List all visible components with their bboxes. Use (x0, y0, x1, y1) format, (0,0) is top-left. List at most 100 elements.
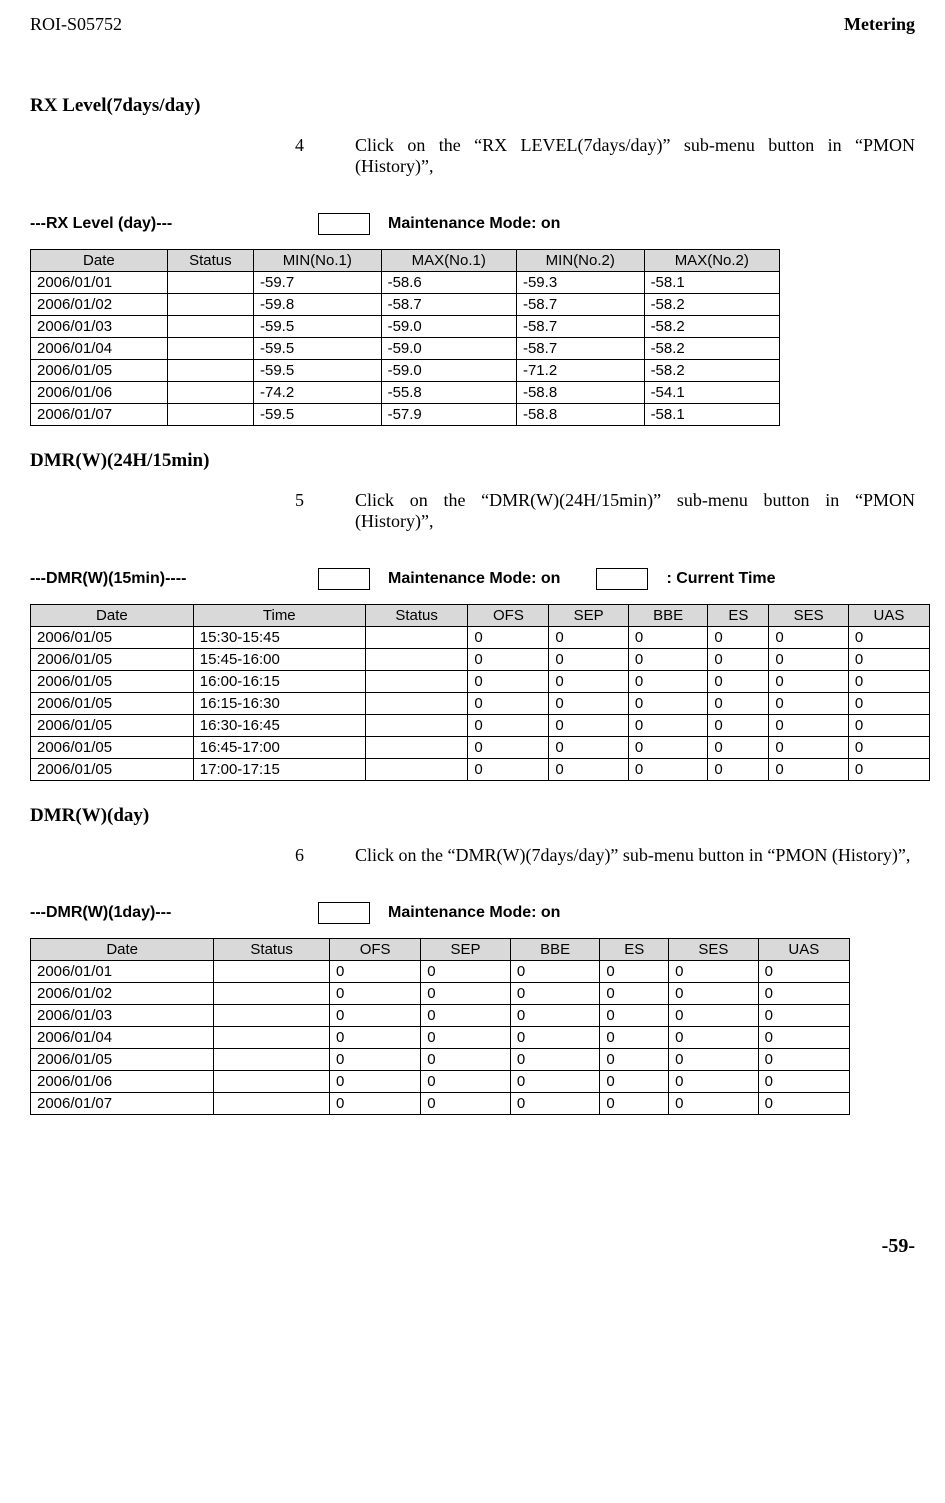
table-header: Status (167, 250, 253, 272)
table-cell: 0 (628, 737, 707, 759)
dmrday-title: DMR(W)(day) (30, 805, 915, 827)
table-cell: 0 (421, 1071, 511, 1093)
table-cell: 0 (468, 671, 549, 693)
table-cell: 0 (708, 715, 769, 737)
table-cell: -59.8 (253, 294, 381, 316)
table-cell: 0 (848, 737, 929, 759)
table-cell (365, 693, 468, 715)
table-cell: 0 (549, 693, 628, 715)
table-cell: 0 (510, 983, 600, 1005)
table-cell: 2006/01/03 (31, 1005, 214, 1027)
table-cell (167, 316, 253, 338)
table-cell: 2006/01/04 (31, 338, 168, 360)
table-cell: -58.7 (516, 294, 644, 316)
table-header: SES (769, 605, 848, 627)
dmrday-table: DateStatusOFSSEPBBEESSESUAS 2006/01/0100… (30, 938, 850, 1115)
table-header: SES (669, 939, 759, 961)
table-row: 2006/01/03-59.5-59.0-58.7-58.2 (31, 316, 780, 338)
table-cell: -58.2 (644, 294, 779, 316)
step-number: 5 (295, 490, 355, 532)
table-header: OFS (468, 605, 549, 627)
table-cell: 0 (549, 627, 628, 649)
table-header: SEP (421, 939, 511, 961)
table-cell (167, 360, 253, 382)
table-cell: 2006/01/01 (31, 272, 168, 294)
table-cell: 17:00-17:15 (193, 759, 365, 781)
table-row: 2006/01/0516:30-16:45000000 (31, 715, 930, 737)
table-cell: 0 (549, 715, 628, 737)
table-header: ES (708, 605, 769, 627)
table-cell: 0 (758, 983, 849, 1005)
table-cell: -59.5 (253, 404, 381, 426)
table-cell: 2006/01/02 (31, 294, 168, 316)
table-cell: 2006/01/02 (31, 983, 214, 1005)
table-cell: 0 (848, 627, 929, 649)
table-cell: 0 (510, 1049, 600, 1071)
dmr15-table: DateTimeStatusOFSSEPBBEESSESUAS 2006/01/… (30, 604, 930, 781)
rx-table: DateStatusMIN(No.1)MAX(No.1)MIN(No.2)MAX… (30, 249, 780, 426)
table-cell: 0 (468, 627, 549, 649)
table-header: OFS (329, 939, 420, 961)
table-cell: 0 (628, 627, 707, 649)
table-cell: 0 (628, 671, 707, 693)
table-cell: 2006/01/07 (31, 404, 168, 426)
table-cell: 0 (600, 1049, 669, 1071)
table-cell (365, 759, 468, 781)
table-cell: -58.7 (516, 338, 644, 360)
mode-box-icon (318, 213, 370, 235)
table-header: Date (31, 939, 214, 961)
table-cell (365, 627, 468, 649)
table-row: 2006/01/0516:15-16:30000000 (31, 693, 930, 715)
rx-title: RX Level(7days/day) (30, 95, 915, 117)
table-cell: 2006/01/06 (31, 1071, 214, 1093)
table-cell: 0 (329, 961, 420, 983)
table-cell: 0 (628, 693, 707, 715)
table-cell: 0 (769, 693, 848, 715)
table-cell: -59.0 (381, 338, 516, 360)
table-cell: 0 (549, 649, 628, 671)
table-cell: -58.1 (644, 272, 779, 294)
table-cell: -58.8 (516, 382, 644, 404)
doc-section: Metering (844, 14, 915, 35)
table-row: 2006/01/02000000 (31, 983, 850, 1005)
table-cell: 16:45-17:00 (193, 737, 365, 759)
table-cell: 0 (708, 671, 769, 693)
table-cell: 2006/01/01 (31, 961, 214, 983)
table-cell (214, 961, 330, 983)
dmr15-mode-on: Maintenance Mode: on (388, 570, 560, 588)
table-header: BBE (510, 939, 600, 961)
table-cell: 0 (669, 1005, 759, 1027)
table-cell: 0 (329, 1005, 420, 1027)
table-cell: 16:00-16:15 (193, 671, 365, 693)
table-cell: 0 (468, 649, 549, 671)
page-number: -59- (30, 1235, 915, 1258)
table-row: 2006/01/0516:00-16:15000000 (31, 671, 930, 693)
table-cell: 2006/01/05 (31, 649, 194, 671)
table-row: 2006/01/06-74.2-55.8-58.8-54.1 (31, 382, 780, 404)
table-cell: 0 (510, 1071, 600, 1093)
table-cell: 2006/01/05 (31, 737, 194, 759)
table-cell: 0 (769, 649, 848, 671)
table-cell: 0 (549, 671, 628, 693)
rx-mode-on: Maintenance Mode: on (388, 215, 560, 233)
table-header: MIN(No.2) (516, 250, 644, 272)
table-cell: 0 (600, 1027, 669, 1049)
table-header: UAS (848, 605, 929, 627)
table-cell: 0 (769, 627, 848, 649)
table-cell: -59.0 (381, 360, 516, 382)
dmr15-current-time: : Current Time (666, 570, 775, 588)
table-cell: 0 (329, 1027, 420, 1049)
table-cell: 0 (848, 693, 929, 715)
table-cell: 0 (708, 737, 769, 759)
table-cell: 0 (758, 1027, 849, 1049)
table-row: 2006/01/05000000 (31, 1049, 850, 1071)
table-cell (167, 272, 253, 294)
table-cell: 16:30-16:45 (193, 715, 365, 737)
table-cell: 0 (600, 983, 669, 1005)
table-header: Status (365, 605, 468, 627)
table-cell: 0 (848, 649, 929, 671)
table-row: 2006/01/02-59.8-58.7-58.7-58.2 (31, 294, 780, 316)
table-cell: 0 (769, 715, 848, 737)
table-cell: 0 (421, 961, 511, 983)
table-row: 2006/01/0515:45-16:00000000 (31, 649, 930, 671)
